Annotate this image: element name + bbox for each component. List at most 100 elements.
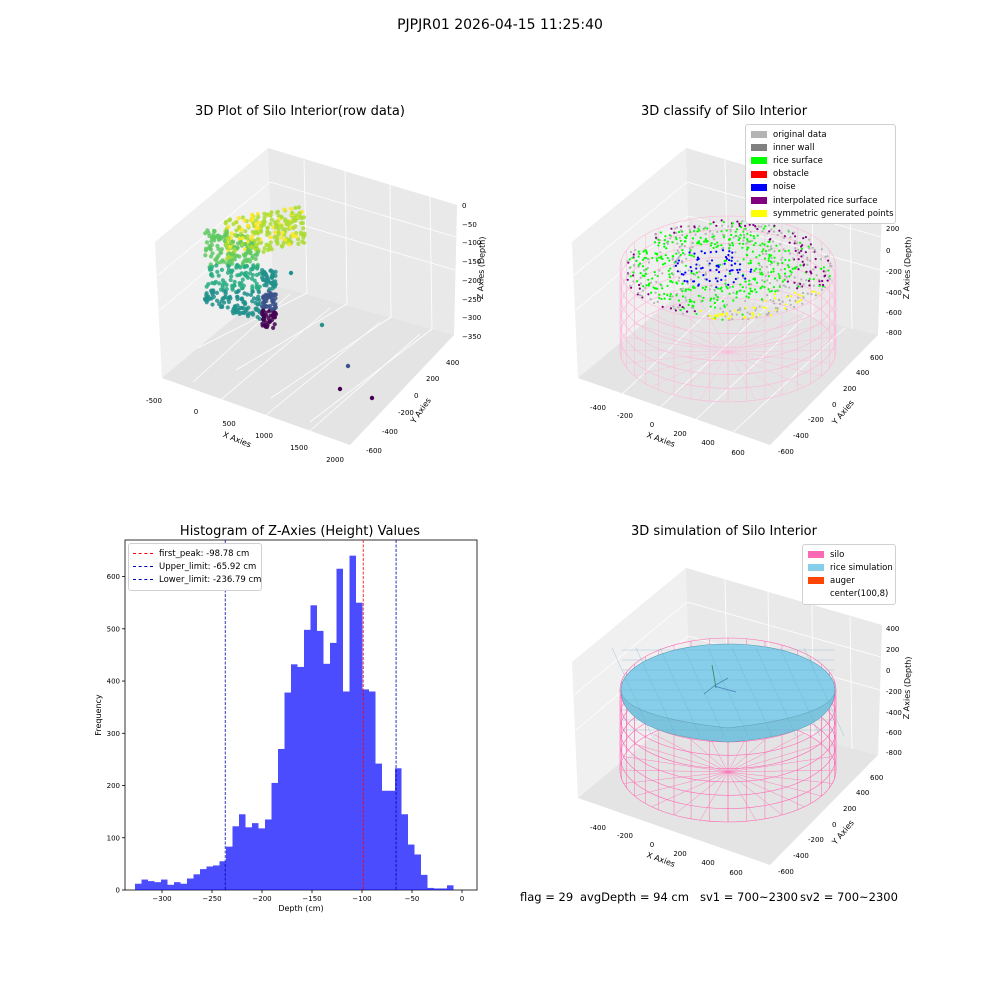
classify-point [661,287,664,290]
classify-point [810,272,813,275]
raw-point [230,257,235,262]
classify-x-tick: 400 [701,439,714,447]
classify-point [675,252,678,255]
classify-point [785,295,788,298]
classify-point [713,314,716,317]
raw-point [283,237,288,243]
classify-point [630,286,633,289]
classify-point [752,277,755,280]
classify-point [776,310,779,313]
classify-point [674,309,677,312]
classify-point [690,300,693,303]
legend-swatch [808,564,824,572]
silo-floor-line [699,351,729,401]
raw-point [237,305,242,311]
classify-point [732,299,735,302]
classify-point [709,305,712,308]
sim-y-tick: -400 [793,852,809,860]
classify-point [792,231,796,234]
classify-point [753,269,756,272]
rice-mesh-line [683,647,725,737]
classify-point [785,308,788,311]
classify-point [767,288,770,291]
classify-point [783,278,786,282]
classify-point [767,311,771,315]
raw-point [294,234,299,239]
raw-point [269,307,274,312]
classify-point [813,290,816,294]
classify-point [676,249,679,252]
raw-point [262,215,267,220]
sim-x-tick: 200 [673,850,686,858]
classify-point [677,259,681,262]
histogram-x-tick-label: −100 [352,895,371,903]
raw-point [273,225,279,230]
classify-point [765,265,768,269]
histogram-x-tick-label: −50 [405,895,420,903]
classify-point [696,242,699,245]
sim-x-tick: 400 [701,859,714,867]
raw-point [254,226,259,231]
raw-data-3d-plot: -500 0 500 1000 1500 2000 -600 -400 -200… [146,148,487,464]
raw-y-tick: -600 [366,447,382,455]
raw-outlier-point [345,363,351,369]
classify-point [749,261,752,265]
classify-z-tick: -400 [886,289,902,297]
classify-point [654,236,658,239]
silo-floor-line [727,336,833,353]
raw-point [242,218,247,223]
classify-point [775,244,778,247]
raw-point [231,311,236,316]
classify-point [722,220,726,224]
classify-point [749,234,752,237]
classify-point [767,224,771,227]
histogram-bar [408,844,415,890]
silo-floor-line [634,743,729,773]
classify-point [724,275,727,278]
classify-point [754,224,757,228]
classify-point [762,306,765,309]
classify-point [793,281,796,284]
histogram-bar [161,879,168,890]
classify-point [744,306,747,309]
classify-point [701,286,704,289]
classify-point [753,288,757,291]
classify-point [669,307,673,310]
raw-point [255,307,260,312]
raw-z-tick: 0 [462,202,466,210]
classify-point [800,255,803,258]
raw-point [234,263,239,269]
classify-point [641,289,645,292]
classify-point [758,264,761,267]
classify-point [782,284,785,287]
classify-point [806,292,809,295]
silo-floor-line [623,351,729,364]
classify-point [629,250,633,254]
classify-point [679,239,682,242]
silo-floor-line [727,771,833,784]
raw-point [291,226,296,231]
classify-point [699,309,702,313]
classify-point [761,273,764,276]
raw-y-tick: 400 [446,359,459,367]
silo-floor-line [727,351,805,387]
classify-point [691,241,694,244]
raw-point [207,267,212,272]
classify-point [725,285,728,288]
sim-z-tick: 0 [886,667,890,675]
rice-mesh-line [659,647,701,737]
classify-point [795,242,799,245]
classify-point [645,284,648,287]
classify-point [764,306,767,310]
classify-point [769,314,773,317]
classify-point [682,273,685,276]
classify-y-tick: -400 [793,432,809,440]
histogram-x-ticks: −300 −250 −200 −150 −100 −50 0 [152,890,464,903]
classify-point [773,224,776,227]
raw-x-tick: -500 [146,397,162,405]
classify-point [754,241,757,245]
classify-point [764,274,767,278]
classify-point [708,288,711,291]
classify-point [715,224,718,227]
histogram-bar [304,629,311,890]
